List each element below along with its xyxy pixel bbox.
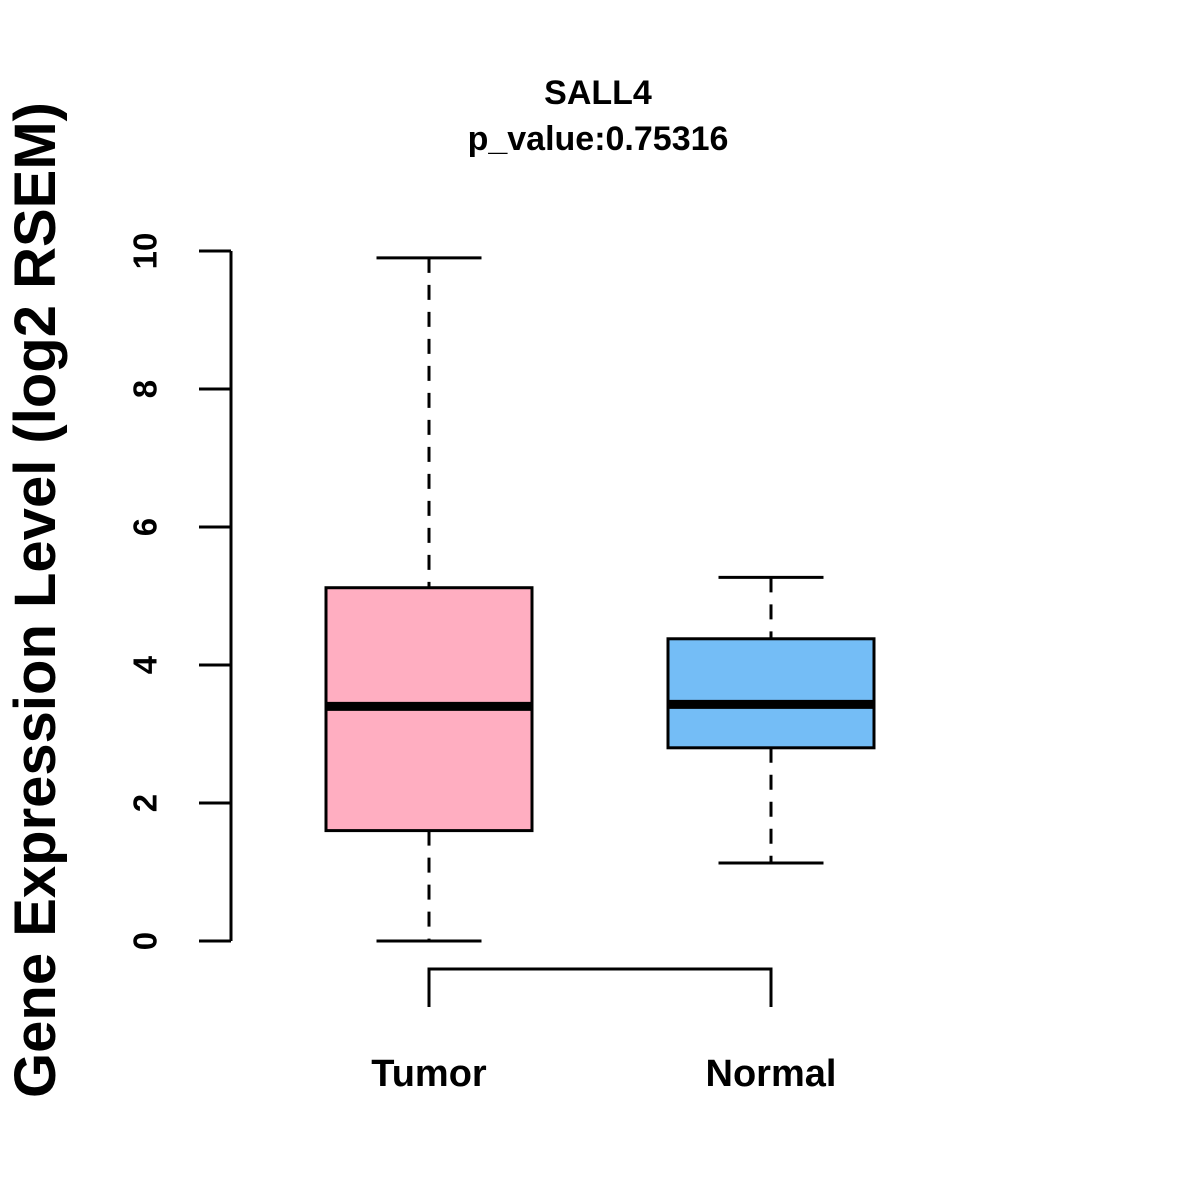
y-tick-label: 4 [127, 655, 164, 674]
y-tick-label: 8 [127, 380, 164, 398]
y-tick-label: 10 [127, 233, 164, 270]
y-axis-label: Gene Expression Level (log2 RSEM) [3, 102, 68, 1098]
chart-subtitle: p_value:0.75316 [468, 120, 729, 158]
chart-title: SALL4 [544, 74, 652, 112]
plot-area: 0 2 4 6 8 10 Tumor Normal [127, 233, 876, 1095]
y-tick-label: 0 [127, 932, 164, 950]
x-axis-bracket [427, 967, 773, 1007]
y-tick-label: 2 [127, 794, 164, 812]
x-category-label-normal: Normal [706, 1053, 837, 1095]
normal-box [666, 637, 876, 750]
x-category-label-tumor: Tumor [371, 1053, 487, 1095]
y-tick-label: 6 [127, 518, 164, 536]
